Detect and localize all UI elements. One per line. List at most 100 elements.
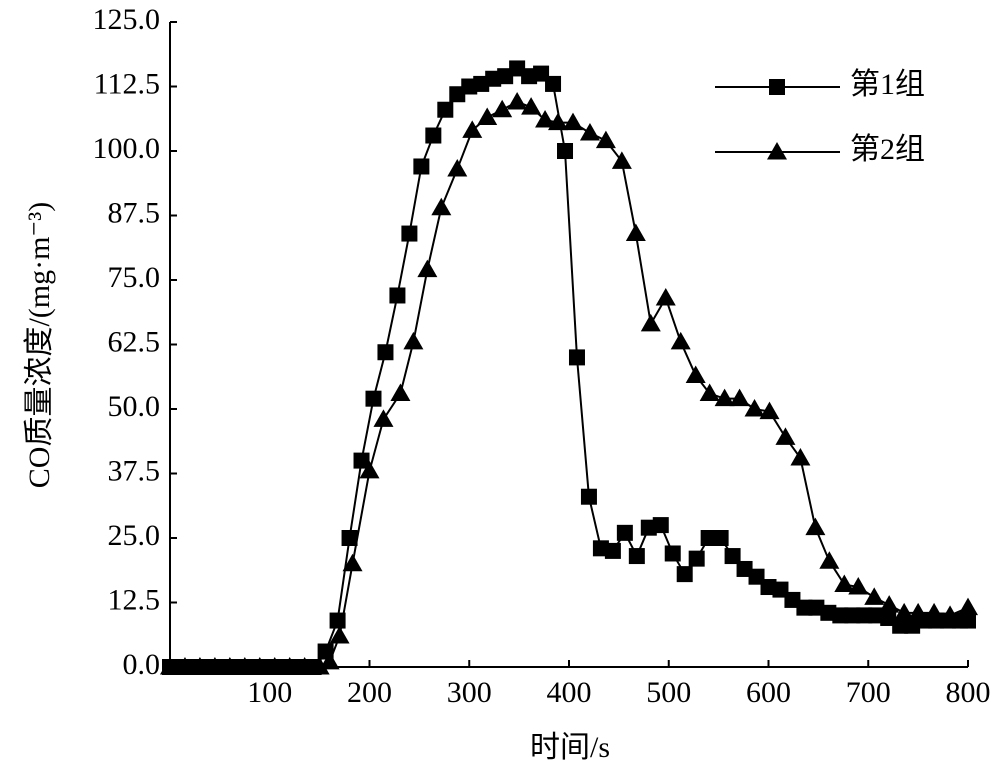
- y-tick-label: 125.0: [93, 3, 161, 36]
- marker: [389, 287, 406, 304]
- x-tick-label: 600: [746, 676, 791, 709]
- y-axis-title: CO质量浓度/(mg·m⁻³): [23, 202, 56, 488]
- marker: [359, 460, 380, 479]
- marker: [204, 657, 225, 675]
- marker: [365, 390, 382, 407]
- marker: [548, 112, 569, 131]
- marker: [628, 548, 645, 565]
- marker: [894, 602, 915, 621]
- marker: [685, 365, 706, 383]
- marker: [640, 313, 661, 332]
- x-tick-label: 300: [447, 676, 492, 709]
- marker: [595, 130, 616, 149]
- marker: [507, 91, 528, 110]
- marker: [670, 331, 691, 350]
- marker: [790, 448, 811, 466]
- marker: [425, 127, 442, 144]
- marker: [688, 550, 705, 567]
- x-tick-label: 200: [347, 676, 392, 709]
- marker: [864, 587, 885, 605]
- marker: [724, 548, 741, 565]
- y-tick-label: 62.5: [108, 325, 161, 358]
- marker: [417, 259, 438, 278]
- marker: [189, 657, 210, 675]
- marker: [437, 101, 454, 118]
- marker: [249, 657, 270, 675]
- y-tick-label: 25.0: [108, 519, 161, 552]
- marker: [819, 551, 840, 569]
- marker: [535, 110, 556, 128]
- marker: [879, 595, 900, 613]
- marker: [462, 120, 483, 138]
- marker: [545, 75, 562, 92]
- marker: [431, 197, 452, 216]
- marker: [373, 409, 394, 427]
- marker: [557, 143, 574, 159]
- y-tick-label: 37.5: [108, 454, 161, 487]
- legend-label: 第1组: [850, 68, 925, 101]
- y-tick-label: 112.5: [94, 67, 160, 100]
- marker: [714, 388, 735, 407]
- marker: [264, 657, 285, 675]
- marker: [521, 97, 542, 115]
- marker: [294, 657, 315, 675]
- marker: [319, 651, 340, 670]
- marker: [655, 288, 676, 306]
- marker: [341, 530, 358, 546]
- marker: [759, 401, 780, 420]
- marker: [940, 605, 961, 623]
- marker: [625, 223, 646, 242]
- x-tick-label: 400: [547, 676, 592, 709]
- marker: [353, 452, 370, 469]
- marker: [604, 542, 621, 559]
- x-tick-label: 700: [846, 676, 891, 709]
- y-tick-label: 0.0: [123, 648, 161, 681]
- marker: [699, 383, 720, 402]
- marker: [568, 349, 585, 366]
- marker: [219, 657, 240, 675]
- marker: [580, 488, 597, 505]
- legend-marker: [767, 142, 787, 160]
- legend-label: 第2组: [850, 133, 925, 166]
- marker: [174, 657, 195, 675]
- marker: [401, 225, 418, 242]
- marker: [279, 657, 300, 675]
- y-tick-label: 12.5: [108, 583, 161, 616]
- marker: [958, 597, 978, 616]
- marker: [616, 524, 633, 541]
- marker: [342, 553, 363, 572]
- x-axis-title: 时间/s: [530, 731, 610, 764]
- marker: [712, 530, 729, 546]
- marker: [834, 574, 855, 592]
- marker: [477, 107, 498, 125]
- x-tick-label: 500: [646, 676, 691, 709]
- y-tick-label: 100.0: [93, 132, 161, 165]
- marker: [447, 159, 468, 177]
- marker: [676, 566, 693, 583]
- marker: [805, 517, 826, 536]
- marker: [234, 657, 255, 675]
- marker: [377, 344, 394, 361]
- marker: [652, 517, 669, 534]
- marker: [390, 383, 411, 402]
- marker: [908, 602, 929, 621]
- y-tick-label: 50.0: [108, 390, 161, 423]
- marker: [960, 612, 976, 629]
- y-tick-label: 87.5: [108, 196, 161, 229]
- marker: [492, 99, 513, 118]
- marker: [413, 158, 430, 175]
- x-tick-label: 100: [247, 676, 292, 709]
- marker: [562, 112, 583, 131]
- marker: [611, 151, 632, 169]
- marker: [579, 122, 600, 141]
- marker: [744, 399, 765, 417]
- marker: [160, 657, 180, 675]
- marker: [329, 626, 350, 644]
- y-tick-label: 75.0: [108, 261, 161, 294]
- marker: [403, 331, 424, 350]
- marker: [775, 427, 796, 445]
- marker: [848, 577, 869, 595]
- legend-marker: [769, 79, 785, 95]
- marker: [924, 602, 945, 621]
